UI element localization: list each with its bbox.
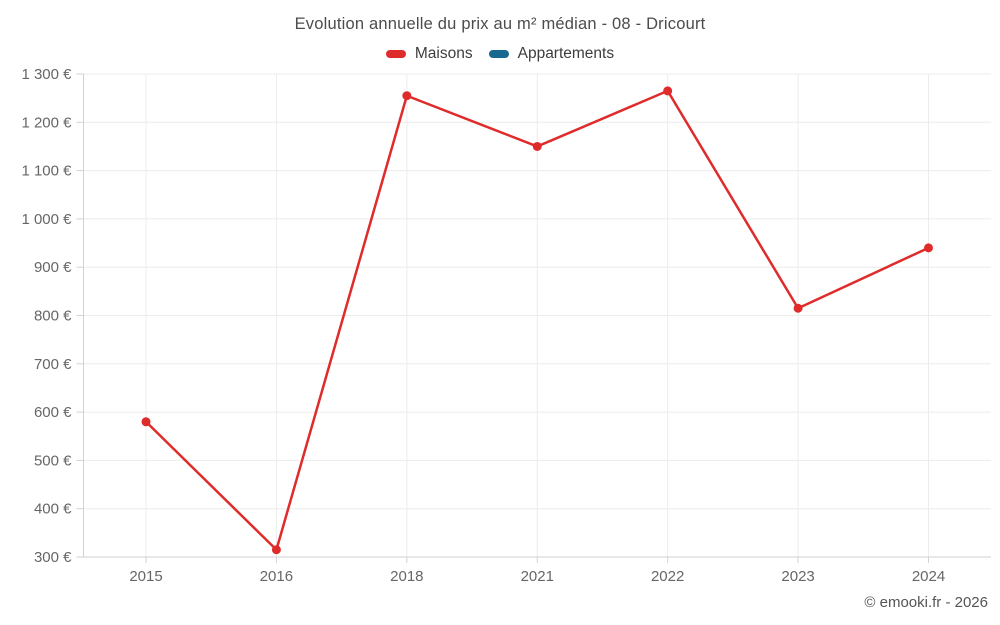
data-point-maisons[interactable] (663, 86, 673, 96)
x-axis-label: 2018 (390, 568, 423, 585)
y-axis-label: 1 200 € (21, 114, 72, 131)
maisons-swatch-icon (385, 50, 406, 58)
x-axis-label: 2024 (912, 568, 945, 585)
data-point-maisons[interactable] (141, 417, 151, 427)
y-axis-label: 700 € (34, 356, 72, 373)
y-axis-label: 300 € (34, 549, 72, 566)
x-axis-label: 2016 (260, 568, 293, 585)
x-axis-label: 2015 (129, 568, 162, 585)
y-axis-label: 600 € (34, 404, 72, 421)
data-point-maisons[interactable] (532, 141, 542, 151)
legend: Maisons Appartements (0, 45, 1000, 63)
y-axis-label: 400 € (34, 501, 72, 518)
copyright-text: © emooki.fr - 2026 (864, 594, 988, 611)
y-axis-label: 1 100 € (21, 163, 72, 180)
y-axis-label: 1 300 € (21, 66, 72, 83)
data-point-maisons[interactable] (271, 545, 281, 555)
data-point-maisons[interactable] (793, 303, 803, 313)
y-axis-label: 500 € (34, 452, 72, 469)
legend-label-appartements: Appartements (517, 45, 615, 62)
x-axis-label: 2023 (781, 568, 814, 585)
legend-item-appartements[interactable]: Appartements (488, 45, 615, 63)
x-axis-label: 2021 (521, 568, 554, 585)
data-point-maisons[interactable] (402, 91, 412, 101)
y-axis-label: 800 € (34, 308, 72, 325)
chart-title: Evolution annuelle du prix au m² médian … (294, 15, 706, 33)
y-axis-label: 900 € (34, 259, 72, 276)
legend-label-maisons: Maisons (414, 45, 473, 62)
appartements-swatch-icon (488, 50, 509, 58)
x-axis-label: 2022 (651, 568, 684, 585)
data-point-maisons[interactable] (924, 243, 933, 253)
y-axis-label: 1 000 € (21, 211, 72, 228)
legend-item-maisons[interactable]: Maisons (385, 45, 473, 63)
